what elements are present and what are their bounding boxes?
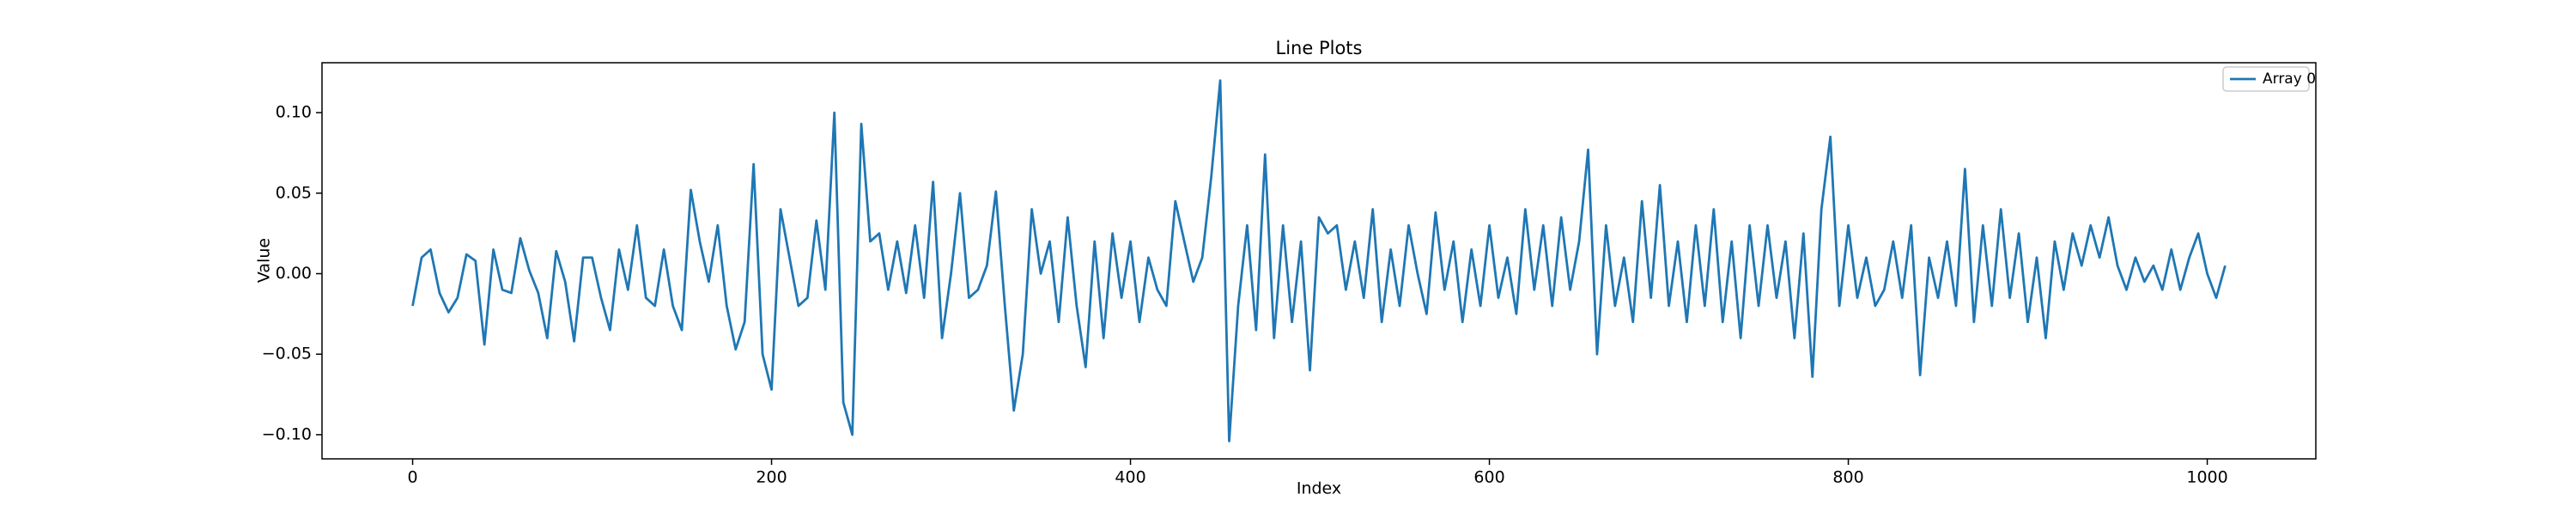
- x-tick-label: 0: [407, 468, 417, 487]
- x-tick-label: 400: [1115, 468, 1145, 487]
- x-tick-label: 200: [756, 468, 787, 487]
- y-tick-label: 0.05: [276, 183, 312, 202]
- y-tick-label: −0.05: [262, 345, 312, 363]
- plot-frame: [321, 62, 2317, 460]
- y-tick-label: 0.10: [276, 103, 312, 122]
- data-line: [411, 79, 2227, 443]
- legend-box: [2222, 66, 2310, 92]
- x-tick-label: 800: [1832, 468, 1863, 487]
- y-tick-label: −0.10: [262, 424, 312, 443]
- legend-label: Array 0: [2263, 70, 2316, 88]
- y-tick-label: 0.00: [276, 264, 312, 283]
- x-tick-label: 1000: [2186, 468, 2227, 487]
- y-axis-label: Value: [255, 238, 274, 283]
- x-axis-label: Index: [1297, 479, 1341, 498]
- x-tick-label: 600: [1473, 468, 1504, 487]
- chart-title: Line Plots: [1276, 38, 1363, 58]
